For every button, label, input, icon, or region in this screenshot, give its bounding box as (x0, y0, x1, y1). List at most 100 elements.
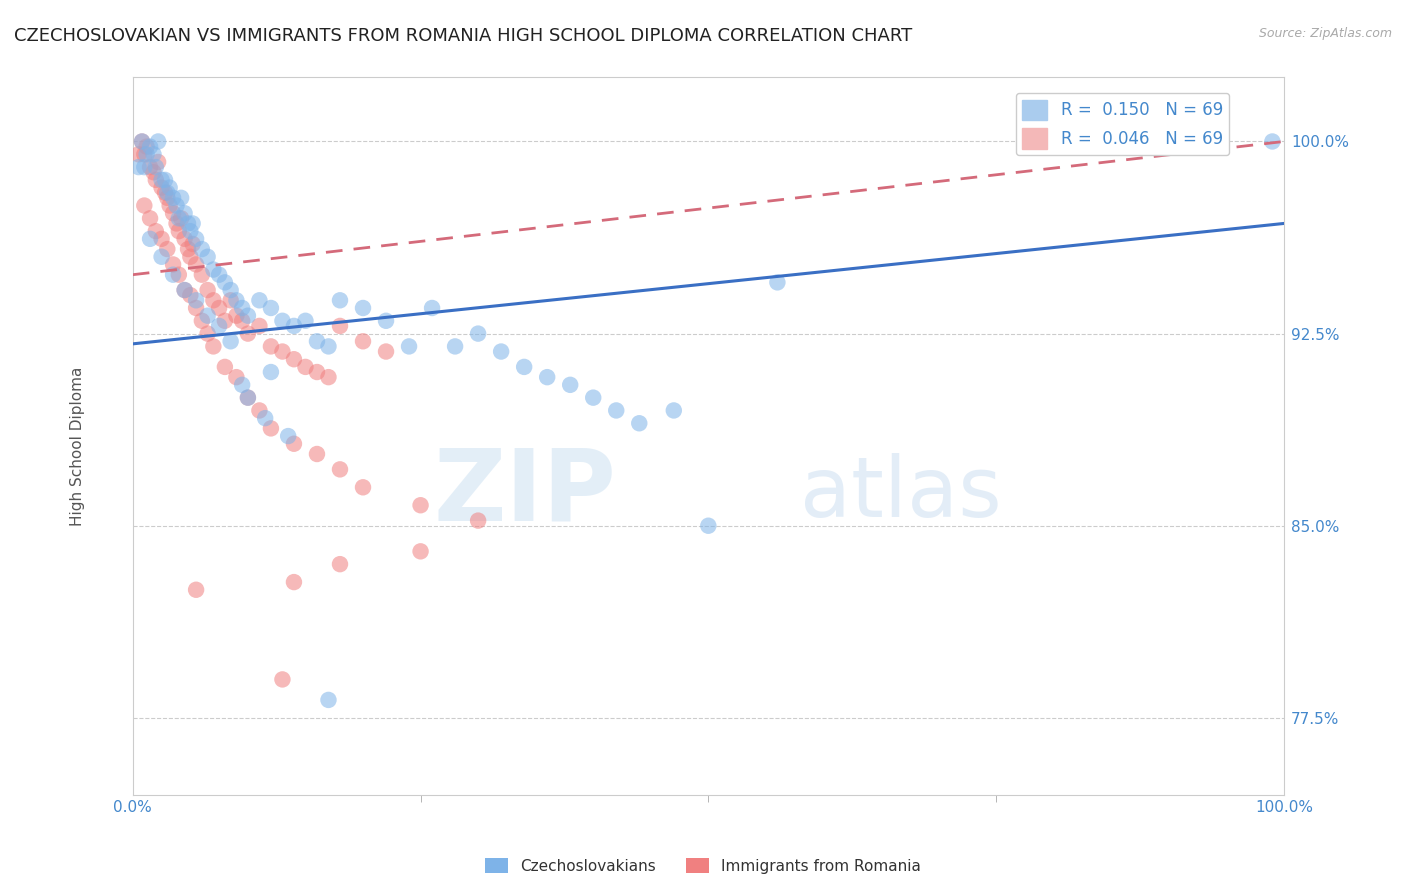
Point (167, 268, 190, 282)
Point (181, 217, 204, 231)
Point (249, 403, 271, 417)
Point (156, 242, 179, 256)
Point (536, 370, 558, 384)
Point (219, 283, 242, 297)
Point (214, 276, 236, 290)
Point (197, 309, 219, 323)
Point (420, 301, 443, 315)
Point (139, 160, 162, 174)
Point (283, 352, 305, 367)
Point (260, 339, 283, 353)
Point (145, 173, 167, 187)
Point (277, 429, 299, 443)
Point (305, 447, 328, 461)
Text: ZIP: ZIP (433, 445, 616, 542)
Point (225, 370, 247, 384)
Point (184, 232, 207, 246)
Point (162, 268, 184, 282)
Point (271, 344, 294, 359)
Point (184, 301, 207, 315)
Point (150, 180, 173, 194)
Point (249, 293, 271, 308)
Point (375, 344, 398, 359)
Point (150, 232, 173, 246)
Point (179, 288, 201, 302)
Point (329, 557, 352, 571)
Point (173, 206, 195, 220)
Point (398, 339, 420, 353)
Point (134, 160, 156, 174)
Point (329, 462, 352, 476)
Point (156, 191, 179, 205)
Point (513, 359, 536, 374)
Point (184, 293, 207, 308)
Point (318, 370, 340, 384)
Point (179, 250, 201, 264)
Point (214, 359, 236, 374)
Point (236, 391, 259, 405)
Point (467, 326, 489, 341)
Point (150, 250, 173, 264)
Point (134, 198, 156, 212)
Legend: Czechoslovakians, Immigrants from Romania: Czechoslovakians, Immigrants from Romani… (478, 852, 928, 880)
Point (153, 173, 176, 187)
Point (318, 693, 340, 707)
Point (197, 283, 219, 297)
Point (177, 242, 200, 256)
Text: High School Diploma: High School Diploma (70, 367, 84, 525)
Point (329, 293, 352, 308)
Point (139, 232, 162, 246)
Point (294, 314, 316, 328)
Point (170, 191, 193, 205)
Point (191, 268, 214, 282)
Point (166, 217, 188, 231)
Point (142, 147, 165, 161)
Point (283, 436, 305, 450)
Point (225, 293, 247, 308)
Point (131, 135, 153, 149)
Point (305, 365, 328, 379)
Point (1261, 135, 1284, 149)
Point (225, 309, 247, 323)
Point (628, 417, 651, 431)
Point (142, 165, 165, 179)
Point (231, 301, 253, 315)
Text: atlas: atlas (800, 453, 1002, 534)
Point (260, 365, 283, 379)
Point (153, 186, 176, 200)
Point (283, 318, 305, 333)
Point (260, 421, 283, 435)
Point (202, 262, 225, 277)
Point (146, 135, 169, 149)
Point (162, 191, 184, 205)
Point (283, 575, 305, 590)
Point (352, 301, 374, 315)
Point (135, 139, 157, 153)
Point (202, 339, 225, 353)
Point (375, 314, 398, 328)
Point (184, 582, 207, 597)
Point (145, 224, 167, 238)
Point (236, 309, 259, 323)
Point (131, 135, 153, 149)
Point (197, 250, 219, 264)
Point (191, 314, 214, 328)
Point (409, 544, 432, 558)
Point (236, 326, 259, 341)
Point (191, 242, 214, 256)
Point (156, 186, 179, 200)
Point (202, 293, 225, 308)
Point (318, 339, 340, 353)
Point (582, 391, 605, 405)
Point (219, 293, 242, 308)
Point (271, 673, 294, 687)
Point (294, 359, 316, 374)
Point (208, 301, 231, 315)
Point (173, 232, 195, 246)
Text: Source: ZipAtlas.com: Source: ZipAtlas.com (1258, 27, 1392, 40)
Point (560, 377, 582, 392)
Point (260, 301, 283, 315)
Point (167, 211, 190, 226)
Point (159, 180, 181, 194)
Point (489, 344, 512, 359)
